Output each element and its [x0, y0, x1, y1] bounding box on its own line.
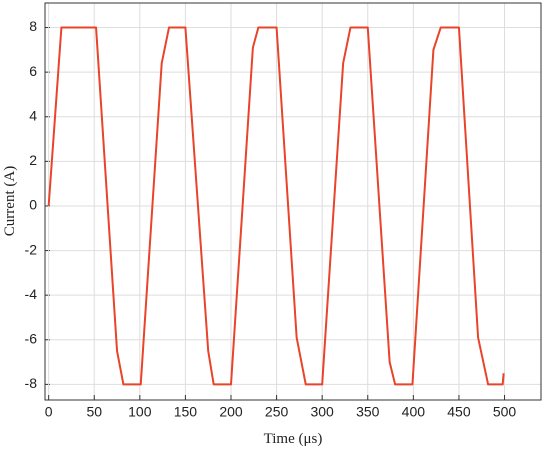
- data-line: [47, 26, 505, 386]
- y-axis-label: Current (A): [2, 166, 18, 236]
- y-tick-label: 8: [29, 18, 37, 34]
- plot-frame: [44, 2, 542, 401]
- y-tick-label: -2: [25, 241, 38, 257]
- x-tick-label: 0: [45, 404, 53, 420]
- x-tick-label: 300: [310, 404, 334, 420]
- x-tick-label: 50: [86, 404, 102, 420]
- y-tick-label: 2: [29, 152, 37, 168]
- y-tick-label: 0: [29, 197, 37, 213]
- y-tick-label: -6: [25, 330, 38, 346]
- x-tick-label: 350: [356, 404, 380, 420]
- y-tick-label: -8: [25, 375, 38, 391]
- x-tick-label: 150: [174, 404, 198, 420]
- y-tick-label: -4: [25, 286, 38, 302]
- x-tick-label: 250: [265, 404, 289, 420]
- x-axis-label: Time (μs): [264, 431, 323, 447]
- y-tick-label: 4: [29, 107, 37, 123]
- x-tick-label: 200: [219, 404, 243, 420]
- x-tick-label: 500: [493, 404, 517, 420]
- y-tick-label: 6: [29, 63, 37, 79]
- x-tick-label: 400: [402, 404, 426, 420]
- x-tick-label: 100: [128, 404, 152, 420]
- x-tick-label: 450: [447, 404, 471, 420]
